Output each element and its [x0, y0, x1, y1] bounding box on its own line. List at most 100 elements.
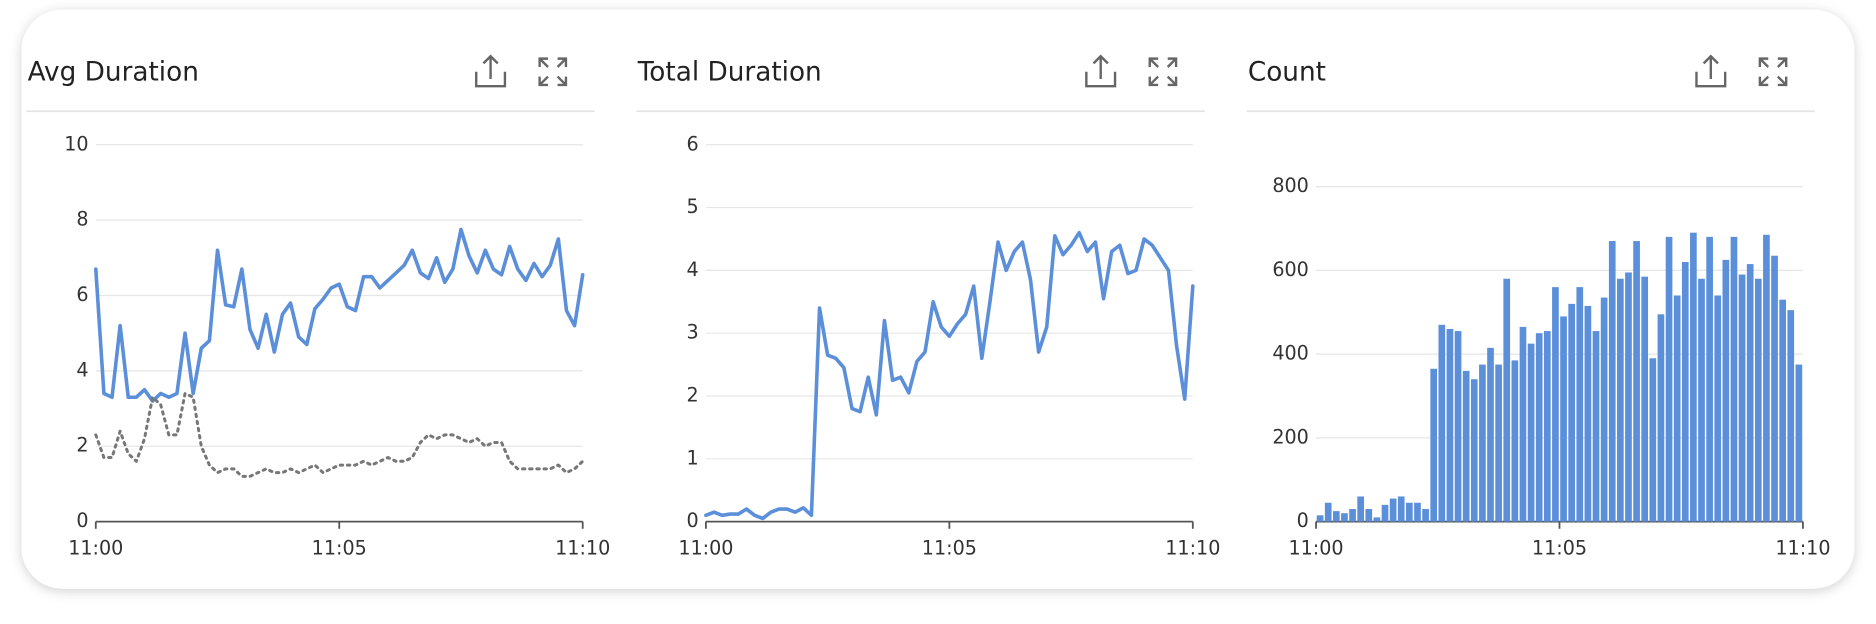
expand-icon — [538, 57, 568, 87]
bar — [1706, 236, 1713, 522]
bar — [1503, 278, 1511, 522]
line — [704, 230, 1195, 521]
bar — [1584, 305, 1592, 522]
bar — [1462, 370, 1470, 522]
bar — [1552, 287, 1559, 522]
bar — [1576, 287, 1584, 522]
chart-panel: Total Duration 0 1 2 3 4 5 6 11:00 11:05 11:10 — [636, 54, 1220, 560]
bar — [1608, 241, 1616, 522]
dotted-line — [94, 391, 585, 478]
bar — [1422, 509, 1429, 522]
bar — [1690, 232, 1697, 522]
bar — [1397, 496, 1405, 522]
x-tick-label: 11:10 — [1165, 537, 1220, 560]
bar — [1787, 310, 1795, 522]
bar — [1746, 264, 1754, 522]
bar — [1779, 299, 1786, 522]
bar — [1722, 259, 1730, 522]
y-tick-label: 0 — [1297, 509, 1309, 532]
chart-title: Avg Duration — [28, 57, 199, 87]
expand-button[interactable] — [538, 57, 568, 87]
bar — [1414, 502, 1421, 522]
bar — [1754, 278, 1762, 522]
bar — [1479, 364, 1486, 522]
bar — [1763, 234, 1770, 522]
bar — [1316, 515, 1324, 522]
bar — [1430, 368, 1438, 522]
bar — [1381, 504, 1389, 522]
bar — [1446, 328, 1454, 522]
chart-title: Total Duration — [637, 57, 822, 87]
bar — [1365, 509, 1373, 522]
export-icon — [475, 54, 507, 88]
bar — [1681, 261, 1689, 522]
bar — [1543, 331, 1551, 522]
x-tick-label: 11:10 — [555, 537, 610, 560]
bar — [1633, 241, 1640, 522]
y-tick-label: 200 — [1272, 425, 1309, 448]
y-tick-label: 3 — [687, 321, 699, 344]
y-tick-label: 4 — [76, 358, 88, 381]
bar — [1771, 255, 1778, 522]
bar — [1649, 358, 1657, 522]
bar — [1625, 272, 1632, 522]
export-button[interactable] — [475, 54, 507, 88]
y-tick-label: 10 — [64, 132, 88, 155]
line — [93, 227, 585, 403]
bar — [1665, 236, 1673, 522]
export-button[interactable] — [1085, 54, 1117, 88]
bar — [1341, 513, 1348, 522]
bar — [1673, 295, 1681, 522]
export-icon — [1085, 54, 1117, 88]
bar — [1527, 343, 1535, 522]
chart-panel: Count 0 200 400 600 800 11:00 11:05 11:10 — [1246, 54, 1831, 560]
bar — [1357, 496, 1365, 522]
y-tick-label: 0 — [76, 509, 88, 532]
x-tick-label: 11:00 — [1288, 537, 1343, 560]
chart-panel: Avg Duration 0 2 4 6 8 10 11:00 11:05 11:10 — [26, 54, 610, 560]
y-tick-label: 800 — [1272, 174, 1309, 197]
y-tick-label: 6 — [687, 132, 699, 155]
bar — [1795, 364, 1803, 522]
y-tick-label: 400 — [1272, 342, 1309, 365]
chart-title: Count — [1248, 57, 1326, 87]
x-tick-label: 11:00 — [678, 537, 733, 560]
bar — [1560, 316, 1567, 522]
bar — [1470, 379, 1478, 522]
export-button[interactable] — [1695, 54, 1727, 88]
y-tick-label: 2 — [76, 434, 88, 457]
bar — [1324, 502, 1332, 522]
bar — [1389, 498, 1397, 522]
bar — [1495, 364, 1502, 522]
y-tick-label: 2 — [687, 383, 699, 406]
y-tick-label: 8 — [76, 208, 88, 231]
bar — [1592, 331, 1600, 522]
expand-button[interactable] — [1758, 57, 1788, 87]
bar — [1438, 324, 1446, 522]
bar — [1600, 297, 1608, 522]
bar — [1519, 326, 1527, 522]
x-tick-label: 11:05 — [312, 537, 367, 560]
y-tick-label: 5 — [687, 195, 699, 218]
bar — [1487, 347, 1494, 522]
y-tick-label: 4 — [687, 258, 699, 281]
bar — [1714, 295, 1722, 522]
bar — [1511, 360, 1519, 522]
export-icon — [1695, 54, 1727, 88]
x-tick-label: 11:00 — [68, 537, 123, 560]
y-tick-label: 600 — [1272, 258, 1309, 281]
expand-icon — [1758, 57, 1788, 87]
bar — [1349, 509, 1356, 522]
x-tick-label: 11:10 — [1775, 537, 1830, 560]
bar — [1454, 331, 1462, 522]
bar — [1641, 276, 1649, 522]
bar — [1332, 511, 1340, 522]
bar — [1406, 502, 1413, 522]
expand-button[interactable] — [1148, 57, 1178, 87]
bar — [1698, 278, 1705, 522]
bar — [1738, 274, 1746, 522]
card — [21, 9, 1855, 589]
x-tick-label: 11:05 — [922, 537, 977, 560]
